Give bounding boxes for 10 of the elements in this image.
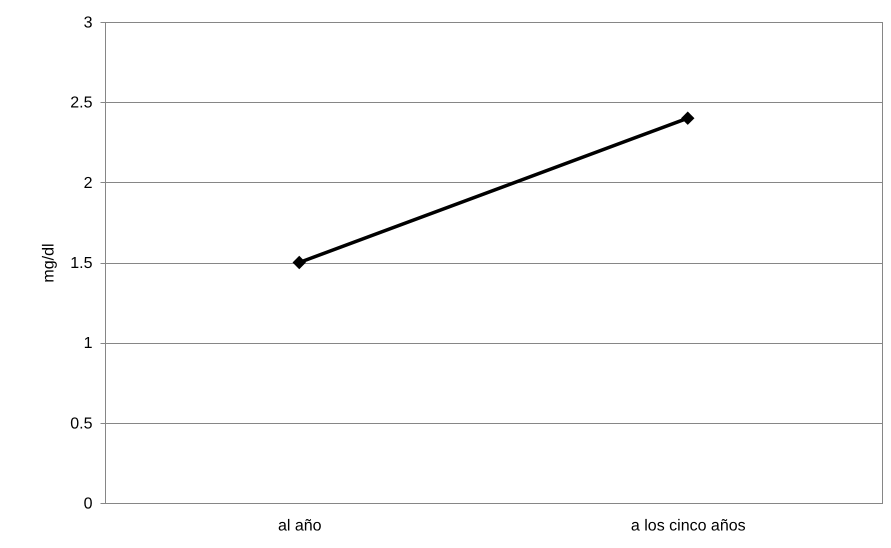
- y-tick-label: 1.5: [70, 255, 93, 272]
- x-tick-label: a los cinco años: [630, 518, 746, 534]
- y-tick-label: 1: [84, 335, 93, 352]
- y-tick-label: 0.5: [70, 415, 93, 432]
- y-tick-label: 2: [84, 174, 93, 192]
- y-tick-label: 0: [84, 496, 93, 512]
- y-axis-title: mg/dl: [40, 243, 58, 283]
- y-tick-label: 3: [84, 14, 93, 32]
- x-tick-label: al año: [278, 518, 322, 534]
- y-tick-label: 2.5: [70, 94, 93, 112]
